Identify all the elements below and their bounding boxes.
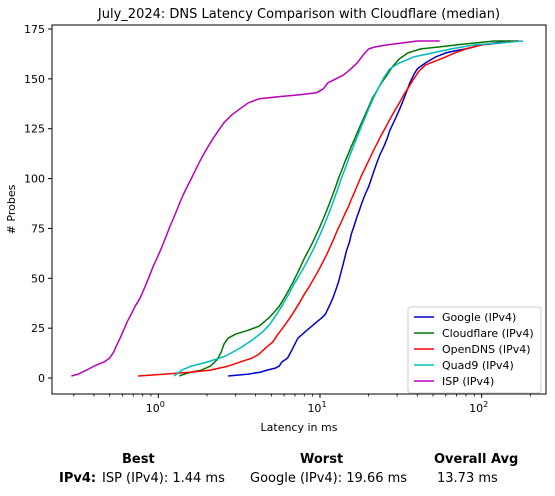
y-tick-label: 175 <box>24 23 45 36</box>
legend-label-1: Cloudflare (IPv4) <box>442 327 534 340</box>
legend-box <box>407 306 542 394</box>
legend-label-2: OpenDNS (IPv4) <box>442 343 531 356</box>
y-tick-label: 75 <box>31 222 45 235</box>
latency-chart: July_2024: DNS Latency Comparison with C… <box>5 7 547 434</box>
series-line-1 <box>179 40 519 377</box>
summary-overall-value: 13.73 ms <box>437 471 498 486</box>
plot-frame <box>51 24 547 395</box>
series-line-4 <box>71 40 440 377</box>
summary-worst-value: Google (IPv4): 19.66 ms <box>250 471 408 486</box>
y-tick-label: 25 <box>31 322 45 335</box>
legend-label-3: Quad9 (IPv4) <box>442 359 514 372</box>
summary-row-label: IPv4: <box>59 471 97 486</box>
series-line-3 <box>173 40 523 377</box>
y-tick-label: 0 <box>38 372 45 385</box>
y-tick-label: 100 <box>24 173 45 186</box>
x-tick-label: 100 <box>146 400 165 415</box>
y-tick-label: 50 <box>31 272 45 285</box>
chart-title: July_2024: DNS Latency Comparison with C… <box>97 7 500 22</box>
summary-header-overall: Overall Avg <box>434 452 519 467</box>
legend-label-4: ISP (IPv4) <box>442 375 494 388</box>
series-line-0 <box>228 40 511 377</box>
y-tick-label: 150 <box>24 73 45 86</box>
series-line-2 <box>138 40 519 377</box>
x-tick-label: 101 <box>307 400 326 415</box>
summary-header-worst: Worst <box>300 452 344 467</box>
legend-label-0: Google (IPv4) <box>442 311 516 324</box>
x-tick-label: 102 <box>469 400 488 415</box>
y-tick-label: 125 <box>24 123 45 136</box>
x-axis-label: Latency in ms <box>261 421 338 434</box>
summary-header-best: Best <box>122 452 155 467</box>
y-axis-label: # Probes <box>5 184 18 234</box>
summary-best-value: ISP (IPv4): 1.44 ms <box>102 471 225 486</box>
